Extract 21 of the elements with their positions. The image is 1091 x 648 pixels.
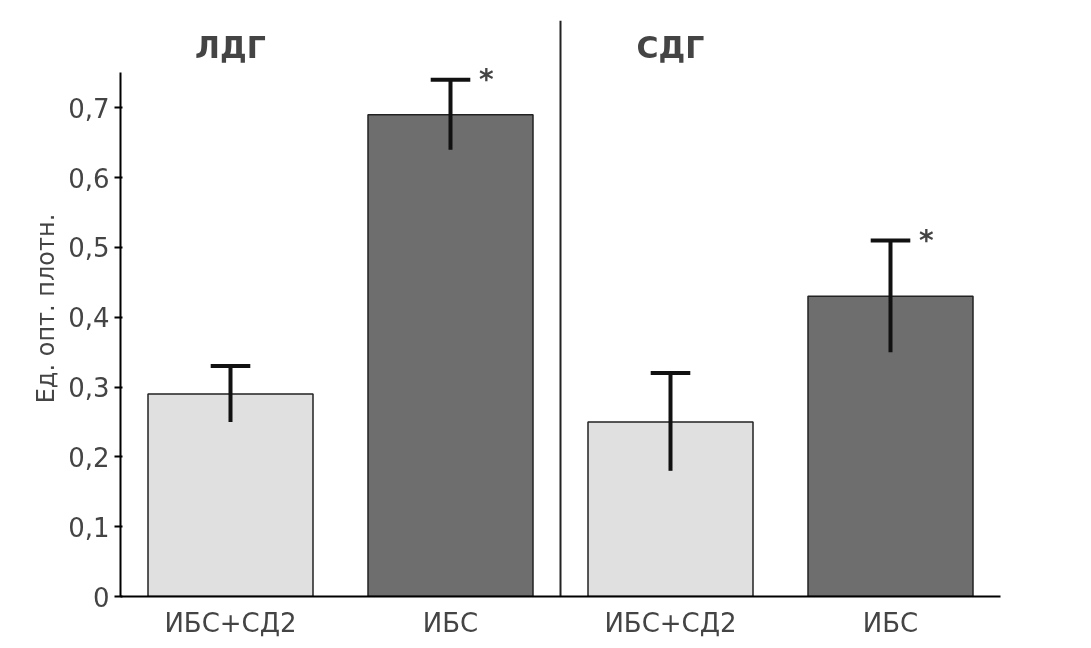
bar: [367, 114, 534, 597]
bar: [587, 421, 754, 597]
y-axis-title: Ед. опт. плотн.: [32, 213, 61, 404]
data-label: *: [919, 223, 935, 257]
data-label: *: [479, 63, 495, 97]
y-tick-label: 0,6: [68, 163, 110, 194]
y-tick-label: 0: [92, 582, 110, 613]
y-tick-label: 0,4: [68, 303, 110, 334]
x-tick-label: ИБС+СД2: [164, 607, 297, 638]
x-tick-label: ИБС+СД2: [604, 607, 737, 638]
text: ЛДГ: [195, 29, 266, 65]
x-tick-label: ИБС: [422, 607, 479, 638]
y-tick-label: 0,7: [68, 93, 110, 124]
bar: [147, 393, 314, 597]
y-tick-label: 0,5: [68, 233, 110, 264]
y-tick-label: 0,1: [68, 512, 110, 543]
bar: [807, 295, 974, 597]
text: СДГ: [636, 29, 705, 65]
y-tick-label: 0,3: [68, 373, 110, 404]
y-tick-label: 0,2: [68, 442, 110, 473]
x-tick-label: ИБС: [862, 607, 919, 638]
